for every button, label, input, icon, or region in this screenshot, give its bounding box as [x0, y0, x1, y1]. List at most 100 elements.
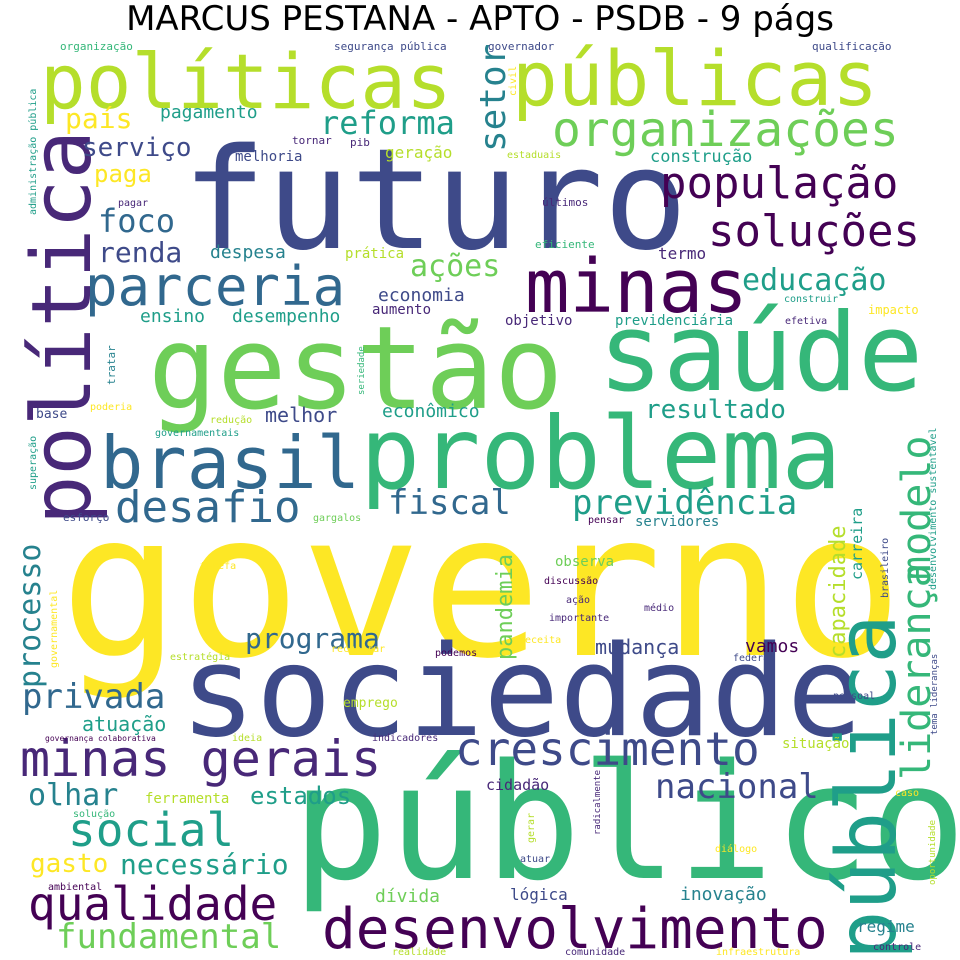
- word-seriedade: seriedade: [357, 346, 367, 395]
- word-tema-liderancas: tema lideranças: [930, 654, 940, 735]
- word-foco: foco: [98, 202, 175, 240]
- word-social: social: [68, 803, 234, 857]
- word-problema: problema: [360, 395, 842, 512]
- word-efetiva: efetiva: [785, 316, 827, 327]
- word-observa: observa: [555, 554, 614, 570]
- word-resultado: resultado: [645, 395, 786, 425]
- word-governamentais: governamentais: [155, 428, 239, 439]
- word-vamos: vamos: [745, 636, 799, 657]
- word-esforco: esforço: [63, 511, 109, 524]
- word-gerar: gerar: [526, 813, 537, 843]
- word-civil: civil: [508, 66, 519, 96]
- word-paga: paga: [94, 160, 152, 188]
- word-publicas: públicas: [512, 34, 878, 123]
- word-infraestrutura: infraestrutura: [716, 947, 800, 958]
- word-cidadao: cidadão: [486, 776, 549, 794]
- word-pandemia: pandemia: [493, 554, 518, 660]
- word-impacto: impacto: [868, 303, 919, 317]
- word-gestao: gestão: [148, 302, 563, 436]
- word-gargalos: gargalos: [313, 513, 361, 524]
- word-situacao: situação: [782, 736, 849, 752]
- word-seguranca-publica: segurança pública: [334, 40, 447, 53]
- word-pagar: pagar: [118, 198, 148, 209]
- word-medio: médio: [644, 602, 674, 614]
- word-pensar: pensar: [588, 515, 624, 526]
- word-reducao: redução: [210, 415, 252, 426]
- word-comunidade: comunidade: [565, 947, 625, 958]
- word-politicas: políticas: [40, 37, 452, 126]
- word-estrategia: estratégia: [170, 651, 230, 663]
- word-objetivo: objetivo: [505, 313, 572, 329]
- word-desenvolvimento: desenvolvimento: [322, 897, 828, 960]
- word-poderia: poderia: [90, 402, 132, 413]
- word-servidores: servidores: [635, 514, 719, 530]
- word-solucoes: soluções: [708, 206, 920, 257]
- word-importante: importante: [549, 613, 609, 624]
- word-emprego: emprego: [343, 696, 398, 711]
- word-publico: público: [292, 729, 960, 916]
- word-caso: caso: [895, 788, 919, 799]
- word-melhoria: melhoria: [235, 149, 302, 165]
- word-qualidade: qualidade: [28, 877, 277, 931]
- word-governanca-colaborativa: governança colaborativa: [45, 734, 156, 743]
- word-pagamento: pagamento: [160, 102, 258, 123]
- word-administracao-publica: administração pública: [27, 89, 39, 215]
- word-educacao: educação: [742, 263, 887, 298]
- word-futuro: futuro: [182, 119, 688, 282]
- word-melhor: melhor: [265, 403, 337, 427]
- word-pessoal: pessoal: [833, 691, 875, 702]
- word-realidade: realidade: [392, 947, 446, 958]
- word-servico: serviço: [82, 133, 192, 163]
- word-indicadores: indicadores: [372, 733, 438, 744]
- word-podemos: podemos: [435, 648, 477, 659]
- word-radicalmente: radicalmente: [593, 770, 603, 835]
- word-desenvolvimento-sustentavel: desenvolvimento sustentável: [927, 427, 939, 590]
- word-olhar: olhar: [28, 778, 118, 813]
- word-organizacoes: organizações: [552, 102, 899, 158]
- word-construir: construir: [784, 294, 838, 305]
- word-base: base: [36, 407, 67, 422]
- word-estaduais: estaduais: [507, 150, 561, 161]
- word-governamental: governamental: [49, 590, 60, 668]
- word-economico: econômico: [382, 401, 480, 422]
- word-solucao: solução: [73, 809, 115, 820]
- word-controle: controle: [873, 942, 921, 953]
- word-regime: regime: [857, 917, 915, 936]
- page-title: MARCUS PESTANA - APTO - PSDB - 9 págs: [126, 0, 834, 39]
- word-previdencia: previdência: [572, 483, 797, 523]
- word-desafio: desafio: [115, 482, 300, 533]
- word-superacao: superação: [28, 436, 39, 490]
- word-organizacao: organização: [60, 40, 133, 53]
- word-tratar: tratar: [105, 345, 118, 385]
- word-privada: privada: [22, 677, 165, 717]
- word-desempenho: desempenho: [232, 306, 340, 327]
- word-economia: economia: [378, 285, 465, 306]
- word-divida: dívida: [375, 886, 440, 907]
- word-ambiental: ambiental: [48, 882, 102, 893]
- word-capacidade: capacidade: [826, 526, 851, 658]
- word-atuacao: atuação: [82, 712, 166, 736]
- word-fiscal: fiscal: [388, 483, 511, 523]
- word-recuperar: recuperar: [331, 644, 385, 655]
- word-tarefa: tarefa: [200, 561, 236, 572]
- word-previdenciaria: previdenciária: [615, 313, 733, 329]
- word-construcao: construção: [650, 147, 752, 167]
- word-processo: processo: [13, 544, 48, 689]
- word-geracao: geração: [385, 143, 452, 162]
- word-nacional: nacional: [655, 767, 819, 807]
- word-minas: minas: [525, 244, 748, 330]
- word-publica: pública: [820, 614, 915, 960]
- word-ideia: ideia: [232, 733, 262, 744]
- word-receita: receita: [519, 635, 561, 646]
- word-ferramenta: ferramenta: [145, 791, 229, 807]
- word-despesa: despesa: [210, 242, 286, 263]
- word-populacao: população: [660, 158, 898, 209]
- word-fundamental: fundamental: [56, 917, 281, 957]
- word-renda: renda: [98, 236, 182, 269]
- word-gasto: gasto: [30, 849, 108, 879]
- word-programa: programa: [245, 622, 380, 655]
- word-discussao: discussão: [544, 576, 598, 587]
- word-estados: estados: [250, 782, 351, 810]
- word-politica: política: [15, 130, 110, 525]
